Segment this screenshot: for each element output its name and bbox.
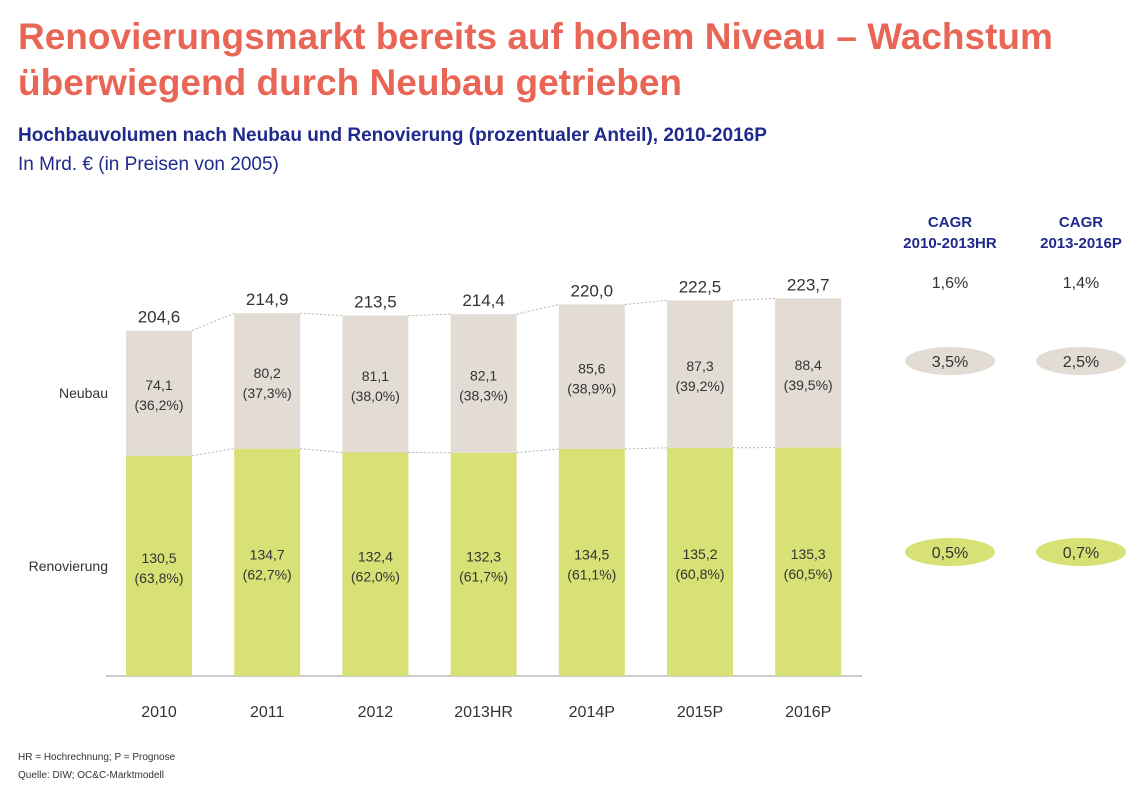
cagr-neubau-value: 2,5%: [1063, 354, 1099, 371]
segment-connector-line: [191, 448, 235, 457]
x-tick-label: 2011: [250, 704, 285, 721]
x-tick-label: 2016P: [785, 704, 831, 721]
neubau-value-label: 81,1: [362, 368, 389, 384]
neubau-value-label: 80,2: [254, 365, 281, 381]
renovierung-value-label: 134,7: [250, 546, 285, 562]
bar-renovierung: [667, 447, 733, 676]
unit-note: In Mrd. € (in Preisen von 2005): [18, 154, 279, 175]
cagr-renovierung-ellipse: [905, 538, 995, 566]
segment-connector-line: [300, 448, 343, 454]
neubau-value-label: 85,6: [578, 361, 605, 377]
total-value-label: 223,7: [787, 275, 830, 294]
cagr-neubau-ellipse: [1036, 347, 1126, 375]
neubau-share-label: (36,2%): [134, 397, 183, 413]
total-value-label: 214,9: [246, 290, 289, 309]
x-tick-label: 2013HR: [454, 704, 513, 721]
cagr-total-value: 1,6%: [932, 275, 968, 292]
cagr-period-label: 2010-2013HR: [903, 235, 997, 252]
renovierung-value-label: 130,5: [141, 550, 176, 566]
x-tick-label: 2014P: [569, 704, 615, 721]
main-title: Renovierungsmarkt bereits auf hohem Nive…: [18, 16, 1053, 103]
renovierung-share-label: (60,8%): [675, 566, 724, 582]
renovierung-share-label: (62,7%): [243, 566, 292, 582]
renovierung-value-label: 132,3: [466, 548, 501, 564]
cagr-header-label: CAGR: [1059, 214, 1103, 231]
renovierung-value-label: 135,3: [791, 546, 826, 562]
neubau-share-label: (37,3%): [243, 385, 292, 401]
bar-renovierung: [126, 455, 192, 676]
bar-neubau: [234, 313, 301, 449]
cagr-period-label: 2013-2016P: [1040, 235, 1122, 252]
total-value-label: 213,5: [354, 293, 397, 312]
x-tick-label: 2012: [358, 704, 394, 721]
bar-neubau: [342, 315, 409, 453]
total-value-label: 204,6: [138, 308, 181, 327]
total-value-label: 214,4: [462, 291, 505, 310]
neubau-value-label: 82,1: [470, 367, 497, 383]
neubau-value-label: 88,4: [795, 357, 822, 373]
source-note: Quelle: DIW; OC&C-Marktmodell: [18, 770, 164, 781]
cagr-header-label: CAGR: [928, 214, 972, 231]
bar-renovierung: [558, 448, 625, 676]
neubau-value-label: 74,1: [145, 377, 172, 393]
cagr-renovierung-value: 0,7%: [1063, 545, 1099, 562]
renovierung-share-label: (62,0%): [351, 568, 400, 584]
neubau-share-label: (38,9%): [567, 381, 616, 397]
neubau-share-label: (39,5%): [784, 377, 833, 393]
x-tick-label: 2015P: [677, 704, 723, 721]
neubau-value-label: 87,3: [686, 358, 713, 374]
bar-neubau: [558, 304, 625, 449]
renovierung-value-label: 132,4: [358, 548, 393, 564]
bar-renovierung: [450, 452, 517, 676]
segment-connector-line: [516, 448, 559, 454]
series-label-renovierung: Renovierung: [29, 558, 108, 574]
neubau-share-label: (39,2%): [675, 378, 724, 394]
total-connector-line: [732, 297, 776, 301]
renovierung-share-label: (61,7%): [459, 568, 508, 584]
x-tick-label: 2010: [141, 704, 177, 721]
renovierung-share-label: (61,1%): [567, 566, 616, 582]
cagr-neubau-ellipse: [905, 347, 995, 375]
total-connector-line: [624, 299, 668, 305]
neubau-share-label: (38,3%): [459, 387, 508, 403]
total-connector-line: [516, 303, 559, 315]
cagr-total-value: 1,4%: [1063, 275, 1099, 292]
bar-renovierung: [234, 448, 301, 676]
total-value-label: 222,5: [679, 277, 722, 296]
total-value-label: 220,0: [571, 281, 614, 300]
total-connector-line: [300, 312, 343, 317]
renovierung-value-label: 134,5: [574, 546, 609, 562]
cagr-neubau-value: 3,5%: [932, 354, 968, 371]
bar-renovierung: [342, 452, 409, 676]
bar-neubau: [775, 298, 842, 448]
bar-neubau: [667, 300, 733, 448]
total-connector-line: [408, 313, 451, 317]
cagr-renovierung-value: 0,5%: [932, 545, 968, 562]
bar-neubau: [126, 330, 192, 456]
footnote: HR = Hochrechnung; P = Prognose: [18, 752, 176, 763]
bar-neubau: [450, 314, 517, 453]
renovierung-value-label: 135,2: [682, 546, 717, 562]
segment-connector-line: [624, 447, 668, 450]
neubau-share-label: (38,0%): [351, 388, 400, 404]
renovierung-share-label: (60,5%): [784, 566, 833, 582]
chart-subtitle: Hochbauvolumen nach Neubau und Renovieru…: [18, 125, 767, 146]
cagr-renovierung-ellipse: [1036, 538, 1126, 566]
series-label-neubau: Neubau: [59, 385, 108, 401]
renovierung-share-label: (63,8%): [134, 570, 183, 586]
bar-renovierung: [775, 447, 842, 676]
total-connector-line: [191, 312, 235, 332]
